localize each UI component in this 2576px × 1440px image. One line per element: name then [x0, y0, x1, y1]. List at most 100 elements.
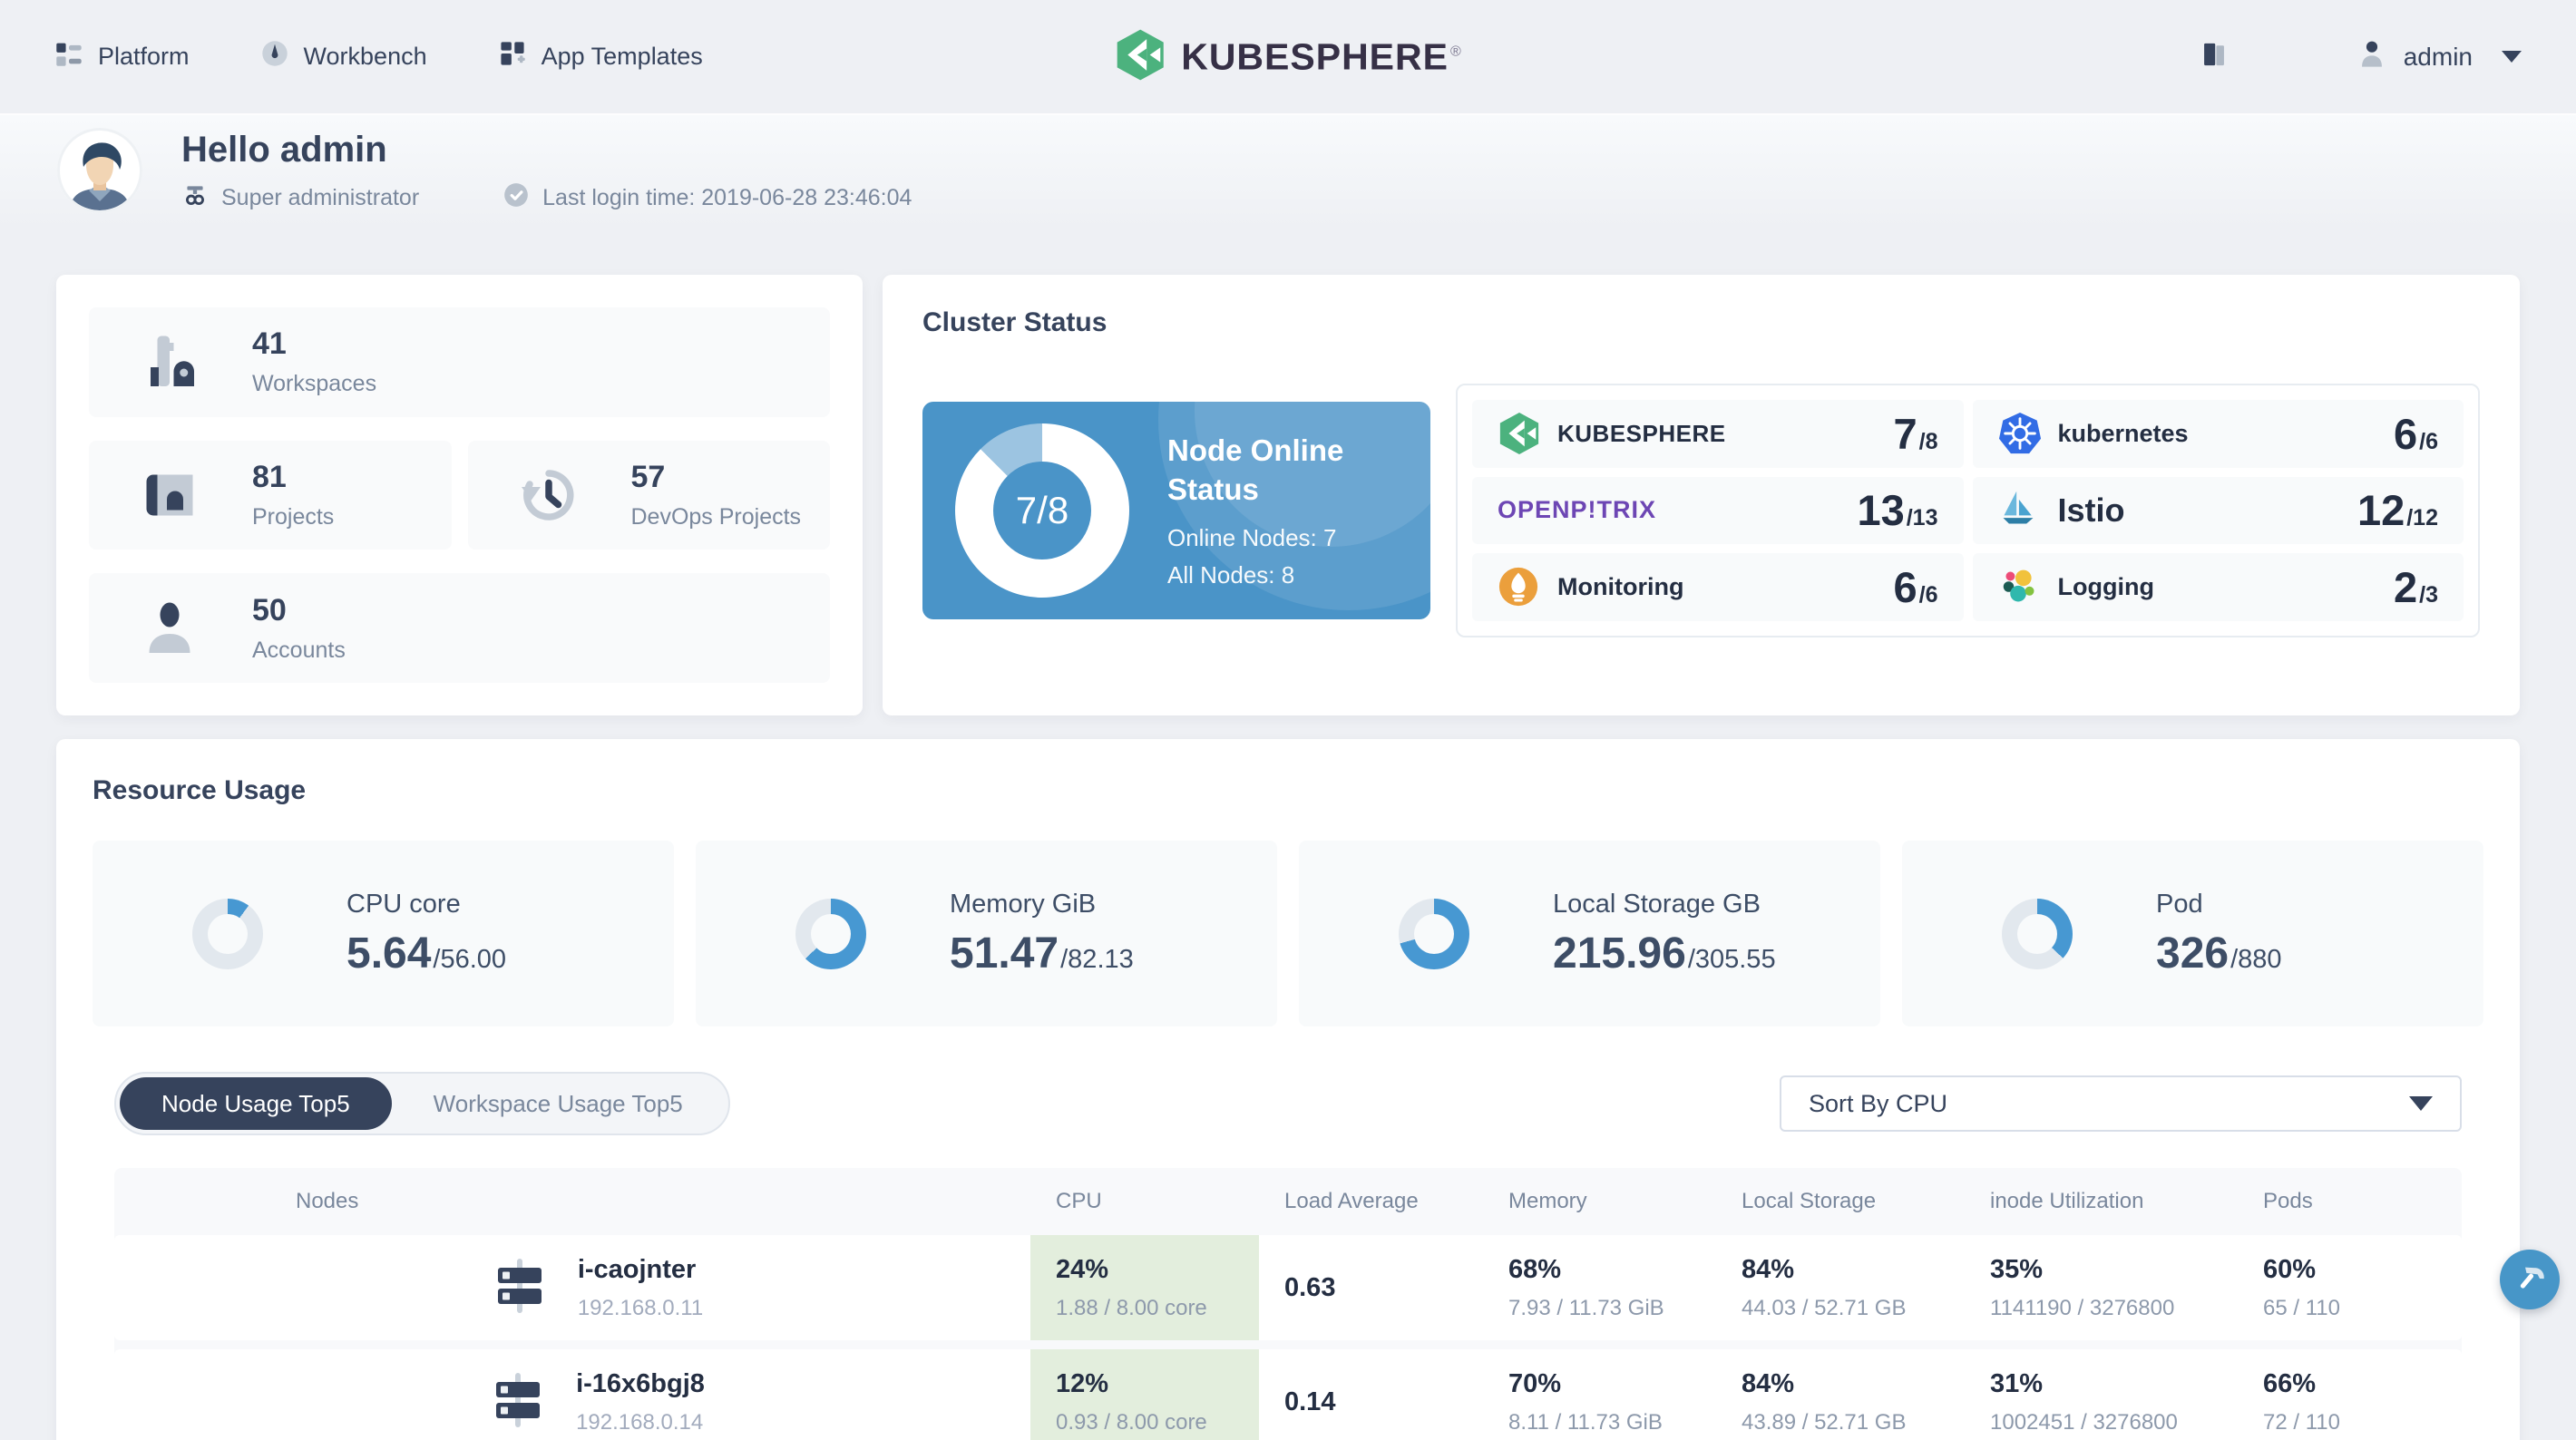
kubesphere-logo-icon — [1114, 28, 1166, 85]
user-name: admin — [2403, 42, 2473, 71]
service-tile-kubernetes[interactable]: kubernetes 6/6 — [1972, 400, 2464, 468]
cluster-status-title: Cluster Status — [922, 307, 1107, 337]
memory-percent: 70% — [1508, 1368, 1562, 1398]
column-header-nodes: Nodes — [296, 1189, 359, 1213]
nav-item-app-templates[interactable]: App Templates — [498, 39, 703, 74]
load-average-value: 0.14 — [1284, 1386, 1336, 1416]
role-badge-icon — [181, 181, 209, 215]
sort-by-select[interactable]: Sort By CPU — [1780, 1075, 2462, 1132]
stat-label: Workspaces — [252, 371, 377, 397]
service-tile-kubesphere[interactable]: KUBESPHERE 7/8 — [1472, 400, 1964, 468]
local-storage-percent: 84% — [1742, 1254, 1795, 1284]
user-menu[interactable]: admin — [2356, 38, 2522, 75]
inode-detail: 1141190 / 3276800 — [1990, 1295, 2175, 1320]
nav-right-group: admin — [2199, 38, 2522, 75]
node-name: i-caojnter — [577, 1254, 697, 1284]
cluster-status-card: Cluster Status 7/8 Node Online Status On… — [883, 275, 2520, 715]
service-total: /12 — [2406, 505, 2438, 531]
memory-detail: 8.11 / 11.73 GiB — [1508, 1409, 1663, 1435]
gauge-used: 5.64 — [346, 929, 432, 978]
nav-item-workbench[interactable]: Workbench — [260, 39, 427, 74]
gauge-tile-cpu[interactable]: CPU core 5.64/56.00 — [93, 841, 674, 1026]
service-value: 7 — [1893, 409, 1917, 458]
gauge-total: /305.55 — [1687, 944, 1776, 974]
server-icon — [491, 1257, 549, 1319]
stat-label: DevOps Projects — [630, 504, 802, 530]
pods-percent: 66% — [2263, 1368, 2317, 1398]
kubesphere-service-icon — [1498, 412, 1541, 455]
service-name: Istio — [2057, 491, 2125, 529]
resource-gauges-row: CPU core 5.64/56.00 Memory GiB 51.47/82.… — [93, 841, 2483, 1026]
memory-gauge-donut — [795, 898, 866, 969]
gauge-tile-memory[interactable]: Memory GiB 51.47/82.13 — [696, 841, 1277, 1026]
node-online-status-tile[interactable]: 7/8 Node Online Status Online Nodes: 7 A… — [922, 402, 1430, 619]
cpu-cell: 12% 0.93 / 8.00 core — [1030, 1349, 1259, 1440]
nav-item-platform[interactable]: Platform — [54, 39, 190, 74]
stat-value: 81 — [252, 460, 287, 494]
service-total: /13 — [1906, 505, 1938, 531]
toolbox-fab-button[interactable] — [2500, 1250, 2560, 1309]
chevron-down-icon — [2409, 1096, 2433, 1111]
table-row[interactable]: i-16x6bgj8 192.168.0.14 12% 0.93 / 8.00 … — [114, 1349, 2462, 1440]
avatar[interactable] — [56, 127, 143, 219]
stat-tile-devops-projects[interactable]: 57 DevOps Projects — [467, 440, 830, 550]
stat-tile-workspaces[interactable]: 41 Workspaces — [89, 307, 830, 417]
column-header-local-storage: Local Storage — [1742, 1189, 1877, 1213]
node-usage-table: Nodes CPU Load Average Memory Local Stor… — [114, 1168, 2462, 1440]
gauge-tile-pod[interactable]: Pod 326/880 — [1902, 841, 2483, 1026]
gauge-label: CPU core — [346, 889, 461, 919]
service-tile-logging[interactable]: Logging 2/3 — [1972, 553, 2464, 621]
service-name: Monitoring — [1557, 573, 1684, 601]
service-tile-monitoring[interactable]: Monitoring 6/6 — [1472, 553, 1964, 621]
cluster-services-grid: KUBESPHERE 7/8 kubernetes 6/6 OPENP!TRIX… — [1456, 384, 2480, 637]
nav-item-label: Workbench — [303, 43, 427, 70]
service-tile-openpitrix[interactable]: OPENP!TRIX 13/13 — [1472, 476, 1964, 545]
devops-history-icon — [519, 465, 579, 525]
node-online-ratio: 7/8 — [1015, 489, 1069, 531]
gauge-total: /56.00 — [433, 944, 507, 974]
page-greeting: Hello admin — [181, 130, 387, 170]
gauge-used: 51.47 — [950, 929, 1059, 978]
node-name: i-16x6bgj8 — [576, 1368, 705, 1398]
table-header-row: Nodes CPU Load Average Memory Local Stor… — [114, 1168, 2462, 1235]
stat-value: 41 — [252, 326, 287, 362]
role-label: Super administrator — [221, 185, 420, 210]
service-name: KUBESPHERE — [1557, 419, 1726, 447]
tab-node-usage-top5[interactable]: Node Usage Top5 — [120, 1077, 392, 1130]
tab-workspace-usage-top5[interactable]: Workspace Usage Top5 — [433, 1089, 683, 1117]
cpu-cell: 24% 1.88 / 8.00 core — [1030, 1235, 1259, 1340]
logo-text: KUBESPHERE ® — [1181, 35, 1462, 77]
docs-book-icon[interactable] — [2199, 39, 2230, 74]
workspaces-icon — [140, 332, 200, 392]
service-total: /8 — [1918, 428, 1938, 454]
pods-detail: 72 / 110 — [2263, 1409, 2340, 1435]
pod-gauge-donut — [2002, 898, 2073, 969]
node-online-donut: 7/8 — [955, 423, 1129, 598]
gauge-tile-local-storage[interactable]: Local Storage GB 215.96/305.55 — [1299, 841, 1880, 1026]
service-tile-istio[interactable]: Istio 12/12 — [1972, 476, 2464, 545]
chevron-down-icon — [2502, 51, 2522, 63]
table-row[interactable]: i-caojnter 192.168.0.11 24% 1.88 / 8.00 … — [114, 1235, 2462, 1340]
last-login: Last login time: 2019-06-28 23:46:04 — [503, 181, 912, 215]
server-icon — [489, 1371, 547, 1434]
gauge-used: 326 — [2156, 929, 2230, 978]
service-value: 6 — [1893, 563, 1917, 612]
node-ip: 192.168.0.11 — [577, 1295, 704, 1320]
storage-gauge-donut — [1399, 898, 1469, 969]
service-total: /6 — [2419, 428, 2438, 454]
pods-percent: 60% — [2263, 1254, 2317, 1284]
stat-tile-accounts[interactable]: 50 Accounts — [89, 573, 830, 684]
node-online-title: Node Online Status — [1167, 433, 1344, 506]
cpu-percent: 12% — [1056, 1368, 1109, 1398]
cpu-detail: 0.93 / 8.00 core — [1056, 1409, 1207, 1435]
kubesphere-logo[interactable]: KUBESPHERE ® — [1114, 28, 1462, 85]
hammer-icon — [2513, 1260, 2547, 1299]
service-value: 6 — [2394, 409, 2418, 458]
service-total: /3 — [2419, 582, 2438, 608]
top-nav: Platform Workbench App Templates KUBESPH… — [0, 0, 2576, 115]
service-total: /6 — [1918, 582, 1938, 608]
kubernetes-icon — [1998, 412, 2042, 455]
stat-tile-projects[interactable]: 81 Projects — [89, 440, 452, 550]
nav-item-label: Platform — [98, 43, 190, 70]
node-ip: 192.168.0.14 — [576, 1409, 704, 1435]
